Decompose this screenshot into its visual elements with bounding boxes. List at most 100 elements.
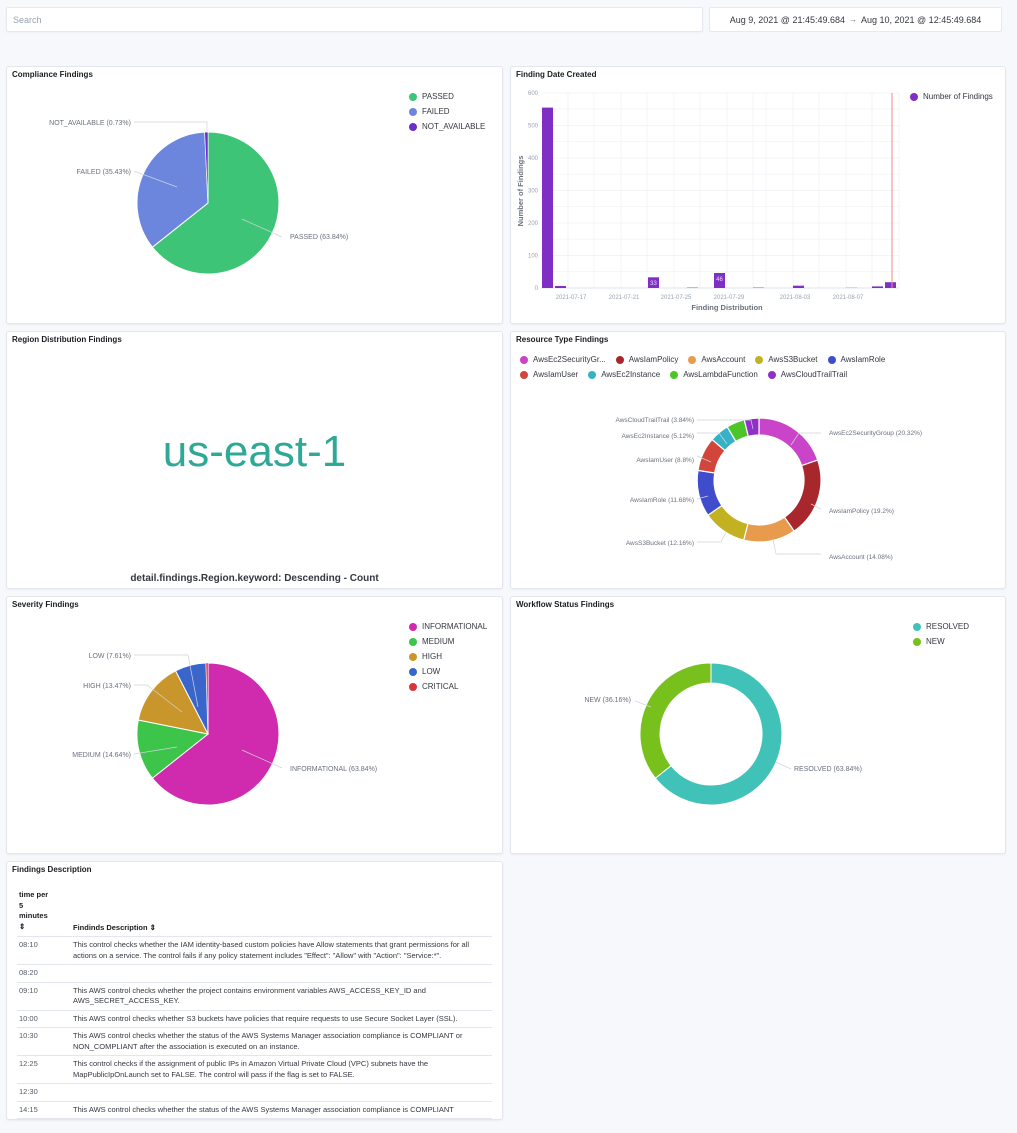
legend-item-iam-user[interactable]: AwsIamUser bbox=[520, 367, 578, 382]
legend-dot-icon bbox=[913, 622, 921, 631]
legend-item-informational[interactable]: INFORMATIONAL bbox=[409, 619, 487, 634]
resource-type-panel: Resource Type Findings AwsEc2SecurityGr.… bbox=[510, 331, 1006, 589]
legend-label: PASSED bbox=[422, 92, 454, 101]
date-range-end[interactable]: Aug 10, 2021 @ 12:45:49.684 bbox=[861, 14, 982, 25]
pie-slice-informational[interactable] bbox=[151, 662, 280, 806]
legend-item-low[interactable]: LOW bbox=[409, 664, 487, 679]
legend-item-iam-policy[interactable]: AwsIamPolicy bbox=[615, 352, 679, 367]
legend-item-medium[interactable]: MEDIUM bbox=[409, 634, 487, 649]
region-caption: detail.findings.Region.keyword: Descendi… bbox=[130, 573, 379, 584]
bar[interactable] bbox=[687, 287, 698, 288]
pie-slice-high[interactable] bbox=[137, 670, 209, 735]
bar[interactable] bbox=[542, 107, 553, 288]
date-range-start[interactable]: Aug 9, 2021 @ 21:45:49.684 bbox=[729, 14, 845, 25]
x-axis-label: Finding Distribution bbox=[691, 303, 763, 312]
pie-slice-failed[interactable] bbox=[136, 131, 209, 248]
legend-item-lambda-function[interactable]: AwsLambdaFunction bbox=[670, 367, 758, 382]
legend-item-passed[interactable]: PASSED bbox=[409, 89, 485, 104]
donut-slice-cloudtrail-trail[interactable] bbox=[743, 417, 760, 438]
resource-donut-chart: AwsCloudTrailTrail (3.84%) AwsEc2Instanc… bbox=[615, 417, 922, 561]
legend-dot-icon bbox=[520, 355, 528, 364]
cell-description: This AWS control checks whether the stat… bbox=[71, 1101, 492, 1119]
legend-item-resolved[interactable]: RESOLVED bbox=[913, 619, 969, 634]
legend-dot-icon bbox=[688, 355, 697, 364]
table-row: 08:10 This control checks whether the IAM… bbox=[17, 936, 492, 965]
legend-item-ec2-security-group[interactable]: AwsEc2SecurityGr... bbox=[520, 352, 606, 367]
legend-dot-icon bbox=[910, 92, 918, 101]
legend-label: NOT_AVAILABLE bbox=[422, 122, 486, 131]
slice-label-ec2-security-group: AwsEc2SecurityGroup (20.32%) bbox=[829, 430, 922, 437]
pie-slice-critical[interactable] bbox=[205, 662, 209, 735]
table-row: 10:00 This AWS control checks whether S3 … bbox=[17, 1010, 492, 1028]
column-header-time[interactable]: time per 5 minutes ⇕ bbox=[17, 886, 71, 937]
table-row: 12:30 bbox=[17, 1083, 492, 1102]
legend-item-iam-role[interactable]: AwsIamRole bbox=[827, 352, 885, 367]
legend-item-not-available[interactable]: NOT_AVAILABLE bbox=[409, 119, 485, 134]
region-distribution-panel: Region Distribution Findings us-east-1 d… bbox=[6, 331, 503, 589]
finding-date-created-panel: Finding Date Created 600 500 400 300 200… bbox=[510, 66, 1006, 324]
region-tag-cloud-value[interactable]: us-east-1 bbox=[162, 427, 347, 476]
svg-text:2021-08-03: 2021-08-03 bbox=[780, 295, 811, 301]
y-axis-label: Number of Findings bbox=[516, 156, 525, 227]
svg-text:300: 300 bbox=[528, 189, 539, 195]
table-row: 12:25 This control checks if the assignme… bbox=[17, 1055, 492, 1084]
legend-item-new[interactable]: NEW bbox=[913, 634, 969, 649]
column-header-description[interactable]: Findinds Description ⇕ bbox=[71, 886, 492, 937]
legend-item-critical[interactable]: CRITICAL bbox=[409, 679, 487, 694]
legend-item-cloudtrail-trail[interactable]: AwsCloudTrailTrail bbox=[767, 367, 848, 382]
donut-slice-ec2-security-group[interactable] bbox=[758, 417, 819, 467]
panel-title: Severity Findings bbox=[12, 600, 79, 609]
svg-text:2021-07-21: 2021-07-21 bbox=[609, 295, 640, 301]
workflow-donut-chart: NEW (36.16%) RESOLVED (63.84%) bbox=[584, 662, 862, 806]
search-input[interactable] bbox=[13, 14, 696, 25]
legend-item-s3-bucket[interactable]: AwsS3Bucket bbox=[755, 352, 818, 367]
donut-slice-iam-policy[interactable] bbox=[783, 459, 822, 532]
bar[interactable] bbox=[885, 282, 896, 288]
cell-description: This AWS control checks whether the proj… bbox=[71, 982, 492, 1011]
table-row: 08:20 bbox=[17, 964, 492, 983]
legend-item-high[interactable]: HIGH bbox=[409, 649, 487, 664]
search-bar[interactable] bbox=[6, 7, 703, 32]
donut-slice-resolved[interactable] bbox=[654, 662, 783, 806]
bar[interactable] bbox=[714, 273, 725, 288]
cell-time: 08:10 bbox=[17, 936, 71, 965]
legend-item-ec2-instance[interactable]: AwsEc2Instance bbox=[588, 367, 660, 382]
slice-label-passed: PASSED (63.84%) bbox=[290, 234, 348, 241]
bar[interactable] bbox=[793, 285, 804, 288]
legend-dot-icon bbox=[755, 355, 764, 364]
cell-time: 12:25 bbox=[17, 1055, 71, 1084]
pie-slice-medium[interactable] bbox=[136, 719, 210, 779]
legend-item-account[interactable]: AwsAccount bbox=[688, 352, 745, 367]
date-created-legend: Number of Findings bbox=[910, 89, 993, 104]
header-text: minutes bbox=[19, 911, 48, 920]
cell-description: This AWS control checks whether the stat… bbox=[71, 1027, 492, 1056]
bar[interactable] bbox=[648, 277, 659, 288]
legend-dot-icon bbox=[588, 370, 597, 379]
legend-label: INFORMATIONAL bbox=[422, 622, 488, 631]
date-range-picker[interactable]: Aug 9, 2021 @ 21:45:49.684 → Aug 10, 202… bbox=[709, 7, 1002, 32]
svg-text:200: 200 bbox=[528, 221, 539, 227]
cell-time: 10:00 bbox=[17, 1010, 71, 1028]
resource-legend: AwsEc2SecurityGr... AwsIamPolicy AwsAcco… bbox=[520, 352, 950, 382]
sort-icon: ⇕ bbox=[19, 921, 26, 931]
donut-slice-account[interactable] bbox=[742, 516, 795, 543]
donut-slice-new[interactable] bbox=[639, 662, 712, 779]
legend-item-failed[interactable]: FAILED bbox=[409, 104, 485, 119]
pie-slice-not-available[interactable] bbox=[204, 131, 209, 204]
bar[interactable] bbox=[555, 286, 566, 288]
cell-description bbox=[71, 1083, 492, 1102]
legend-label: AwsIamPolicy bbox=[628, 355, 679, 364]
legend-item-number-of-findings[interactable]: Number of Findings bbox=[910, 89, 993, 104]
legend-label: AwsEc2SecurityGr... bbox=[533, 355, 606, 364]
svg-text:100: 100 bbox=[528, 254, 539, 260]
bar[interactable] bbox=[872, 286, 883, 288]
legend-dot-icon bbox=[409, 622, 417, 631]
bar[interactable] bbox=[753, 287, 764, 288]
legend-label: AwsCloudTrailTrail bbox=[780, 370, 848, 379]
findings-table-container[interactable]: time per 5 minutes ⇕ Findinds Descriptio… bbox=[17, 886, 492, 1119]
donut-slice-iam-role[interactable] bbox=[696, 469, 723, 517]
findings-description-panel: Findings Description time per 5 minutes … bbox=[6, 861, 503, 1120]
legend-dot-icon bbox=[913, 637, 921, 646]
findings-table: time per 5 minutes ⇕ Findinds Descriptio… bbox=[17, 886, 492, 1119]
pie-slice-passed[interactable] bbox=[151, 131, 280, 275]
